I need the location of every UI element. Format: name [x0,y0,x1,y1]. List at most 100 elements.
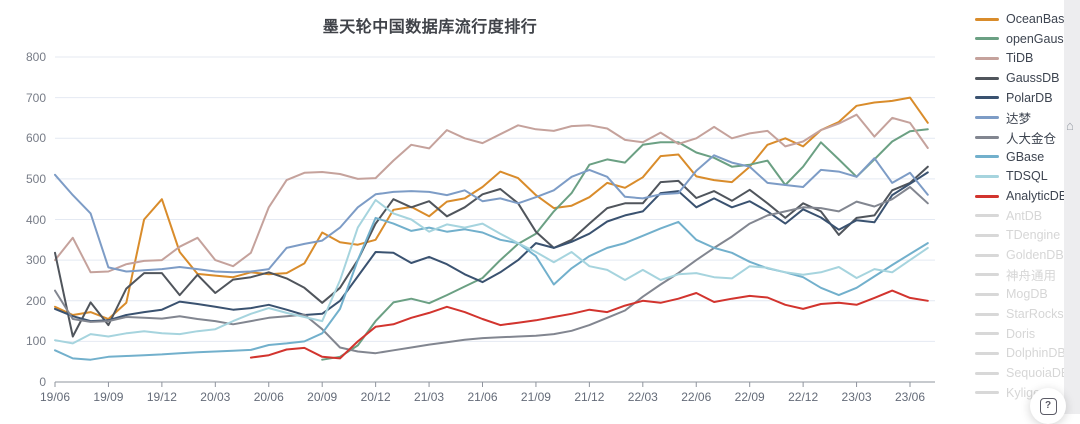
y-axis-label: 600 [25,131,46,146]
legend-line-swatch [975,56,999,60]
series-line-达梦 [54,154,929,274]
legend-label: AntDB [1006,208,1043,223]
legend-item-openGauss[interactable]: openGauss [975,32,1075,46]
legend-item-MogDB[interactable]: MogDB [975,287,1075,301]
y-axis-label: 200 [25,293,46,308]
legend-label: 达梦 [1006,111,1032,126]
legend-item-TDSQL[interactable]: TDSQL [975,169,1075,183]
legend-item-TDengine[interactable]: TDengine [975,228,1075,242]
legend-line-swatch [975,174,999,178]
y-axis-label: 0 [39,375,46,389]
legend-label: DolphinDB [1006,346,1066,361]
legend-item-神舟通用[interactable]: 神舟通用 [975,268,1075,284]
y-axis-label: 100 [25,334,46,349]
legend-line-swatch [975,214,999,218]
legend-item-GoldenDB[interactable]: GoldenDB [975,248,1075,262]
legend-item-PolarDB[interactable]: PolarDB [975,91,1075,105]
legend-label: MogDB [1006,287,1048,302]
chart-title: 墨天轮中国数据库流行度排行 [322,19,538,36]
legend-line-swatch [975,351,999,355]
y-axis-label: 700 [25,90,46,105]
legend-item-AnalyticDB[interactable]: AnalyticDB [975,189,1075,203]
home-icon[interactable]: ⌂ [1066,118,1074,133]
legend-label: GaussDB [1006,71,1060,86]
legend-label: AnalyticDB [1006,189,1068,204]
x-axis-label: 22/09 [734,390,765,404]
legend-line-swatch [975,17,999,21]
series-line-人大金仓 [54,186,929,355]
legend-label: 人大金仓 [1006,131,1057,146]
legend-label: TDengine [1006,228,1061,243]
series-line-GaussDB [54,165,929,338]
x-axis-label: 22/06 [681,390,712,404]
legend-line-swatch [975,253,999,257]
legend-label: TiDB [1006,51,1034,66]
legend-label: GBase [1006,149,1045,164]
legend-item-Doris[interactable]: Doris [975,327,1075,341]
series-line-OceanBase [54,96,929,320]
x-axis-label: 19/06 [39,390,71,404]
x-axis-label: 23/06 [894,390,926,404]
x-axis-label: 20/12 [360,390,391,404]
legend-item-达梦[interactable]: 达梦 [975,110,1075,126]
legend-label: OceanBase [1006,12,1072,26]
x-axis-label: 20/06 [253,390,284,404]
legend-line-swatch [975,76,999,80]
x-axis-label: 20/03 [200,390,231,404]
legend-line-swatch [975,37,999,41]
side-strip [1064,0,1080,414]
legend-item-AntDB[interactable]: AntDB [975,209,1075,223]
legend-label: PolarDB [1006,90,1053,105]
legend-item-SequoiaDB[interactable]: SequoiaDB [975,366,1075,380]
x-axis-label: 22/03 [627,390,658,404]
x-axis-label: 19/09 [93,390,124,404]
legend-line-swatch [975,391,999,395]
x-axis-label: 21/12 [574,390,605,404]
legend-item-TiDB[interactable]: TiDB [975,51,1075,65]
legend-line-swatch [975,371,999,375]
legend-label: openGauss [1006,31,1070,46]
legend-item-人大金仓[interactable]: 人大金仓 [975,130,1075,146]
series-line-PolarDB [54,171,929,323]
legend-label: 神舟通用 [1006,269,1057,284]
legend-label: GoldenDB [1006,248,1064,263]
legend-line-swatch [975,312,999,316]
line-chart-plot-area[interactable] [0,0,1080,414]
y-axis-label: 400 [25,212,46,227]
y-axis-label: 500 [25,171,46,186]
y-axis-label: 300 [25,253,46,268]
x-axis-label: 21/09 [520,390,551,404]
question-box-icon: ? [1039,397,1057,415]
legend-line-swatch [975,96,999,100]
legend-line-swatch [975,292,999,296]
legend-item-OceanBase[interactable]: OceanBase [975,12,1075,26]
legend-line-swatch [975,194,999,198]
series-line-TDSQL [54,199,929,345]
x-axis-label: 20/09 [307,390,338,404]
y-axis-label: 800 [25,50,46,64]
legend-line-swatch [975,115,999,119]
legend-line-swatch [975,273,999,277]
legend-line-swatch [975,135,999,139]
legend-item-DolphinDB[interactable]: DolphinDB [975,346,1075,360]
legend-label: Doris [1006,326,1036,341]
legend-line-swatch [975,155,999,159]
legend-item-GaussDB[interactable]: GaussDB [975,71,1075,85]
series-line-openGauss [321,128,929,361]
legend-item-StarRocks[interactable]: StarRocks [975,307,1075,321]
chart-container: 墨天轮中国数据库流行度排行 0 100 200 300 400 500 600 700 800 … [0,0,1080,415]
legend-label: TDSQL [1006,169,1048,184]
legend-label: SequoiaDB [1006,366,1070,381]
x-axis-label: 21/06 [467,390,498,404]
series-line-TiDB [54,113,929,274]
series-line-AnalyticDB [249,289,929,360]
help-button[interactable]: ? [1030,388,1066,424]
legend-item-GBase[interactable]: GBase [975,150,1075,164]
legend-label: StarRocks [1006,307,1064,322]
legend-line-swatch [975,332,999,336]
chart-legend: OceanBase openGauss TiDB GaussDB PolarDB 达梦人大… [975,12,1075,400]
legend-line-swatch [975,233,999,237]
x-axis-label: 21/03 [414,390,445,404]
x-axis-label: 23/03 [841,390,872,404]
x-axis-label: 19/12 [146,390,177,404]
